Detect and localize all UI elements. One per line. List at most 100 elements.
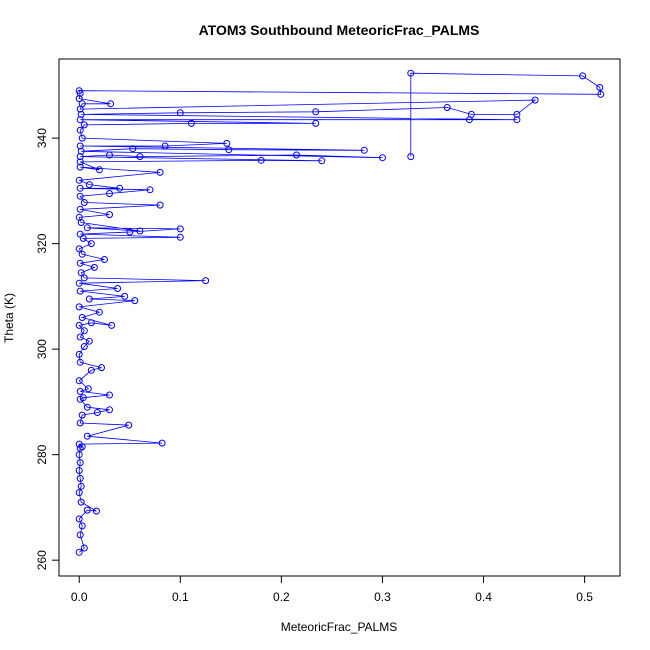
- data-point: [76, 205, 84, 213]
- data-point: [76, 419, 84, 427]
- data-point: [407, 69, 415, 77]
- data-point: [76, 158, 84, 166]
- data-point: [80, 343, 88, 350]
- data-point: [75, 321, 83, 329]
- x-axis: 0.0 0.1 0.2 0.3 0.4 0.5: [71, 575, 593, 604]
- data-point: [158, 439, 166, 447]
- data-point: [75, 95, 83, 103]
- data-point: [76, 126, 84, 134]
- data-point: [87, 240, 95, 248]
- data-point: [83, 224, 91, 232]
- data-point: [407, 153, 415, 161]
- data-point: [176, 225, 184, 233]
- data-point: [467, 110, 475, 118]
- data-point: [79, 394, 87, 402]
- data-point: [78, 134, 86, 142]
- data-point: [76, 531, 84, 539]
- data-point: [106, 190, 113, 197]
- data-point: [76, 163, 84, 171]
- data-point: [116, 184, 124, 192]
- data-point: [77, 110, 85, 118]
- data-point: [76, 192, 84, 200]
- data-point: [106, 391, 113, 399]
- data-point: [85, 337, 93, 345]
- data-point: [78, 522, 86, 530]
- data-point: [106, 406, 113, 414]
- data-point: [257, 156, 265, 164]
- data-point: [108, 321, 116, 329]
- data-point: [75, 279, 83, 287]
- data-point: [187, 119, 195, 127]
- data-point: [75, 377, 83, 385]
- data-point: [202, 277, 210, 285]
- data-point: [136, 153, 144, 161]
- data-point: [107, 100, 115, 108]
- x-axis-label: MeteoricFrac_PALMS: [281, 620, 397, 634]
- chart-title: ATOM3 Southbound MeteoricFrac_PALMS: [199, 22, 480, 38]
- series-line: [78, 72, 602, 553]
- data-point: [80, 121, 88, 129]
- data-point: [596, 84, 604, 91]
- data-point: [225, 146, 233, 154]
- data-point: [85, 181, 93, 189]
- data-point: [75, 213, 83, 221]
- data-point: [76, 387, 84, 395]
- data-point: [84, 385, 92, 393]
- data-point: [75, 245, 83, 253]
- x-tick-label: 0.3: [374, 590, 391, 604]
- data-point: [293, 151, 300, 159]
- data-point: [156, 168, 164, 176]
- data-point: [129, 145, 137, 153]
- y-tick-label: 280: [35, 444, 49, 464]
- data-point: [101, 256, 108, 263]
- data-point: [131, 297, 139, 305]
- data-point: [76, 358, 84, 366]
- data-point: [312, 108, 320, 116]
- data-point: [125, 421, 133, 429]
- data-point: [75, 548, 83, 556]
- data-point: [78, 314, 86, 321]
- data-point: [83, 403, 91, 411]
- data-point: [136, 227, 144, 235]
- data-point: [76, 459, 84, 467]
- x-tick-label: 0.1: [172, 590, 189, 604]
- data-point: [75, 515, 83, 523]
- data-point: [312, 119, 320, 127]
- data-point: [93, 409, 101, 416]
- data-point: [223, 139, 231, 147]
- data-point: [75, 467, 83, 474]
- x-tick-label: 0.2: [273, 590, 290, 604]
- data-point: [75, 303, 83, 311]
- data-point: [90, 263, 98, 271]
- data-point: [80, 327, 88, 335]
- data-point: [443, 104, 451, 111]
- data-point: [92, 507, 100, 515]
- data-point: [76, 444, 84, 452]
- data-point: [76, 116, 84, 124]
- data-point: [76, 259, 84, 267]
- data-point: [75, 451, 83, 459]
- data-point: [146, 186, 154, 194]
- data-point: [77, 498, 85, 506]
- data-point: [78, 250, 86, 258]
- data-point: [106, 211, 113, 219]
- data-point: [176, 109, 184, 117]
- data-point: [531, 96, 539, 104]
- data-point: [75, 440, 83, 448]
- y-tick-label: 340: [35, 128, 49, 148]
- data-point: [379, 154, 386, 162]
- data-point: [76, 333, 84, 341]
- data-point: [75, 350, 83, 358]
- data-point: [513, 116, 521, 124]
- data-point: [80, 274, 88, 282]
- data-point: [98, 364, 105, 372]
- y-axis: 260 280 300 320 340: [35, 128, 60, 570]
- data-point: [87, 366, 95, 374]
- data-point: [76, 184, 84, 192]
- data-point: [95, 166, 103, 174]
- data-point: [126, 228, 134, 236]
- data-point: [76, 142, 84, 150]
- data-point: [176, 233, 184, 241]
- data-point: [80, 544, 88, 552]
